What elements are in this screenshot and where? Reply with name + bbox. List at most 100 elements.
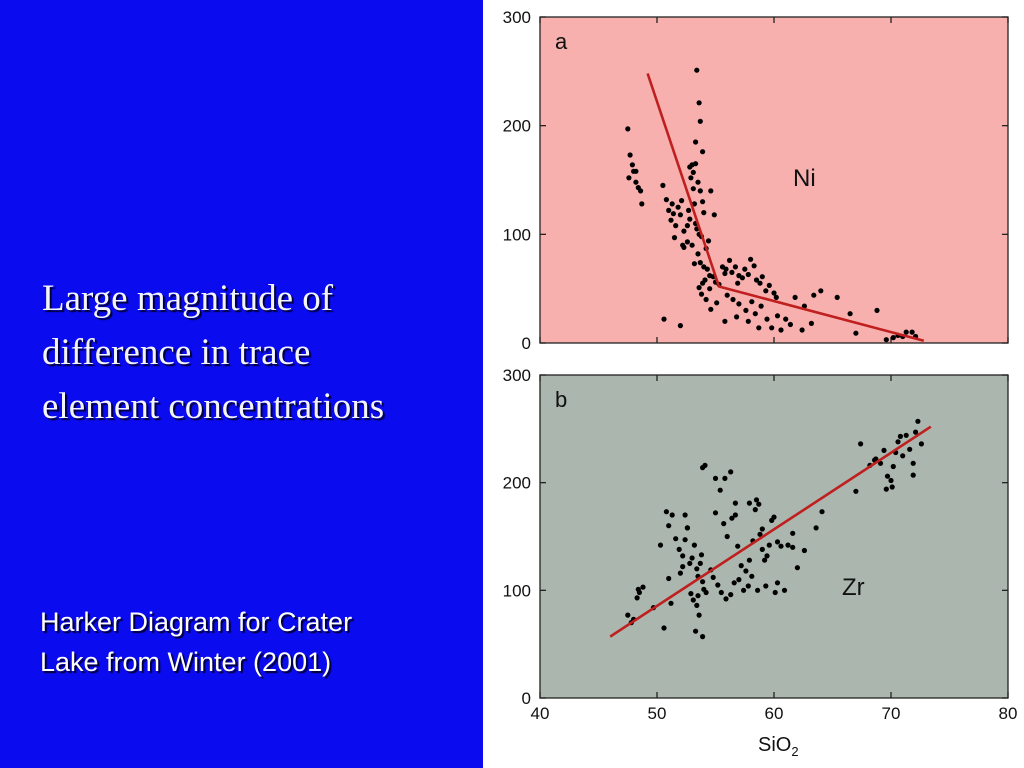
data-point — [625, 126, 631, 132]
data-point — [729, 269, 735, 275]
data-point — [762, 557, 768, 563]
data-point — [640, 584, 646, 590]
data-point — [669, 201, 675, 207]
data-point — [696, 100, 702, 106]
data-point — [781, 587, 788, 593]
data-point — [881, 447, 887, 453]
data-point — [873, 456, 879, 462]
data-point — [755, 587, 761, 593]
data-point — [629, 162, 635, 168]
data-point — [684, 525, 690, 531]
data-point — [708, 306, 714, 312]
data-point — [739, 275, 745, 281]
data-point — [742, 266, 748, 272]
data-point — [705, 238, 712, 244]
y-tick-label: 100 — [503, 581, 531, 600]
data-point — [787, 321, 793, 328]
caption-line: Lake from Winter (2001) — [40, 647, 332, 677]
data-point — [693, 161, 699, 167]
data-point — [764, 553, 770, 559]
data-point — [883, 486, 889, 492]
harker-diagram-svg: 0 100 200 300 a Ni 0 100 200 300 40 50 60 70 80 b Zr SiO2 — [503, 8, 1018, 759]
y-tick-label: 0 — [522, 334, 531, 353]
data-point — [772, 589, 778, 596]
data-point — [682, 537, 688, 543]
data-point — [801, 303, 807, 309]
data-point — [666, 523, 672, 529]
x-tick-label: 80 — [999, 704, 1018, 723]
data-point — [723, 596, 729, 602]
data-point — [764, 316, 770, 322]
data-point — [773, 294, 779, 300]
data-point — [634, 595, 640, 601]
data-point — [766, 282, 772, 288]
data-point — [703, 296, 709, 303]
data-point — [774, 539, 781, 545]
data-point — [735, 280, 741, 286]
data-point — [704, 266, 710, 272]
data-point — [769, 325, 775, 331]
data-point — [900, 453, 906, 459]
data-point — [757, 531, 763, 537]
data-point — [883, 337, 889, 343]
data-point — [749, 573, 755, 579]
data-point — [729, 515, 735, 521]
harker-diagram-figure: 0 100 200 300 a Ni 0 100 200 300 40 50 60 70 80 b Zr SiO2 — [483, 0, 1024, 768]
panel-letter: b — [555, 387, 567, 412]
y-tick-label: 300 — [503, 8, 531, 27]
data-point — [743, 568, 749, 574]
data-point — [722, 318, 728, 324]
data-point — [745, 271, 751, 278]
data-point — [813, 525, 819, 531]
data-point — [884, 473, 891, 479]
data-point — [730, 296, 736, 303]
data-point — [663, 509, 669, 515]
data-point — [758, 303, 764, 309]
data-point — [766, 542, 772, 548]
data-point — [746, 500, 752, 506]
data-point — [695, 251, 701, 257]
data-point — [700, 579, 706, 585]
data-point — [657, 542, 664, 548]
data-point — [734, 314, 740, 320]
heading-line: element concentrations — [42, 386, 385, 427]
y-tick-label: 200 — [503, 117, 531, 136]
data-point — [811, 292, 817, 298]
data-point — [783, 316, 789, 322]
data-point — [741, 587, 747, 593]
data-point — [915, 418, 921, 424]
data-point — [756, 501, 762, 507]
data-point — [700, 149, 706, 155]
data-point — [748, 256, 754, 262]
data-point — [700, 280, 706, 286]
data-point — [889, 484, 895, 490]
data-point — [633, 168, 639, 174]
data-point — [774, 580, 781, 586]
data-point — [721, 521, 727, 527]
data-point — [695, 593, 701, 599]
trend-line — [646, 73, 925, 343]
data-point — [918, 441, 924, 447]
data-point — [712, 475, 719, 481]
data-point — [728, 592, 734, 598]
data-point — [913, 429, 919, 435]
data-point — [697, 560, 703, 567]
data-point — [697, 260, 703, 266]
y-tick-label: 300 — [503, 366, 531, 385]
element-label: Zr — [842, 574, 865, 601]
data-point — [680, 553, 686, 559]
data-point — [680, 564, 686, 570]
data-point — [666, 575, 672, 582]
data-point — [751, 263, 757, 269]
data-point — [732, 264, 738, 270]
x-tick-label: 70 — [882, 704, 901, 723]
data-point — [757, 280, 763, 286]
y-tick-label: 0 — [522, 689, 531, 708]
data-point — [697, 188, 703, 194]
data-point — [680, 242, 686, 248]
data-point — [661, 316, 667, 322]
data-point — [639, 201, 645, 207]
data-point — [858, 441, 864, 447]
data-point — [668, 600, 674, 606]
data-point — [670, 211, 676, 217]
